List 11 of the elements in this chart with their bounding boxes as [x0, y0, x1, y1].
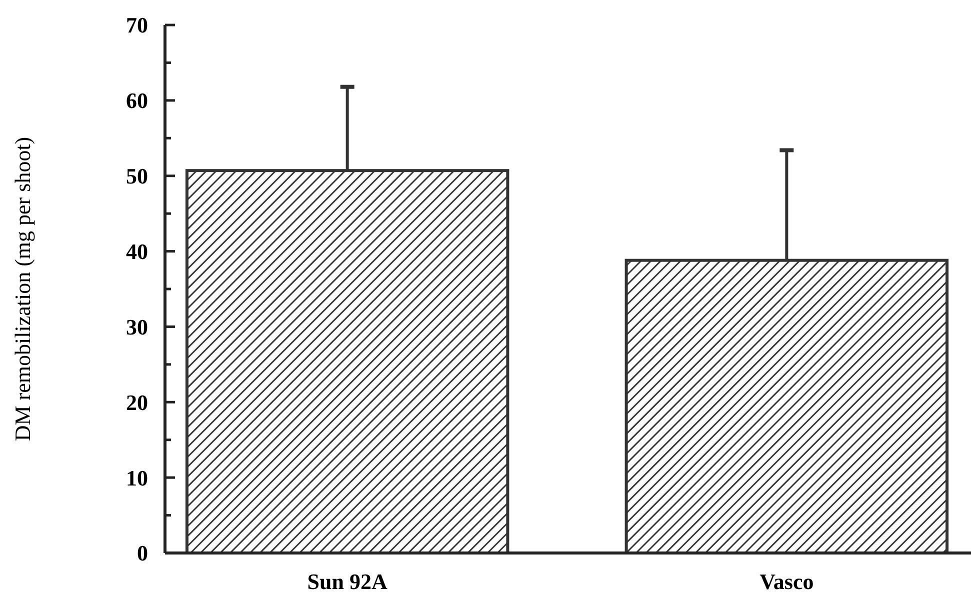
y-tick-label: 60 [126, 88, 148, 114]
x-tick-label: Vasco [760, 569, 814, 594]
y-tick-label: 30 [126, 314, 148, 340]
y-axis-title: DM remobilization (mg per shoot) [10, 136, 35, 442]
y-tick-label: 40 [126, 238, 148, 264]
y-tick-label: 70 [126, 12, 148, 38]
y-tick-label: 10 [126, 465, 148, 490]
x-tick-label: Sun 92A [307, 569, 388, 594]
y-tick-label: 0 [137, 540, 148, 566]
y-tick-label: 50 [126, 164, 148, 189]
y-tick-label: 20 [126, 390, 148, 415]
